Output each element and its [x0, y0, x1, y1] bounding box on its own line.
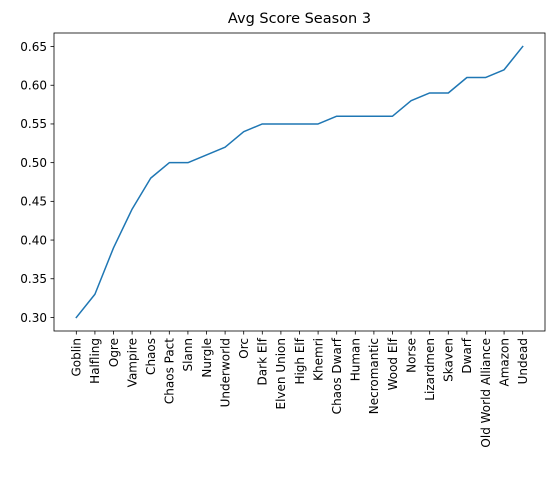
x-tick-label: Elven Union: [274, 338, 288, 410]
x-tick-label: Chaos Pact: [163, 338, 177, 404]
x-tick-label: Underworld: [218, 338, 232, 407]
x-tick-label: Wood Elf: [386, 337, 400, 390]
x-tick-label: Old World Alliance: [479, 338, 493, 448]
x-tick-label: Ogre: [107, 338, 121, 367]
y-tick-label: 0.35: [20, 272, 47, 286]
x-tick-label: Slann: [181, 338, 195, 372]
y-tick-label: 0.60: [20, 79, 47, 93]
chart-title: Avg Score Season 3: [228, 11, 371, 27]
x-tick-label: Amazon: [497, 338, 511, 387]
x-tick-label: Undead: [516, 338, 530, 384]
x-tick-label: Chaos: [144, 338, 158, 375]
x-tick-label: Lizardmen: [423, 338, 437, 401]
x-tick-label: High Elf: [293, 337, 307, 384]
y-axis: 0.30 0.35 0.40 0.45 0.50 0.55 0.60 0.65: [20, 40, 54, 325]
y-tick-label: 0.65: [20, 40, 47, 54]
y-tick-label: 0.55: [20, 117, 47, 131]
y-tick-label: 0.30: [20, 311, 47, 325]
y-tick-label: 0.50: [20, 156, 47, 170]
x-tick-label: Nurgle: [200, 338, 214, 378]
plot-frame: [53, 32, 546, 332]
x-tick-label: Chaos Dwarf: [330, 337, 344, 414]
x-tick-label: Human: [349, 338, 363, 381]
x-axis: Goblin Halfling Ogre Vampire Chaos Chaos Pact…: [70, 331, 530, 448]
x-tick-label: Vampire: [125, 338, 139, 387]
x-tick-label: Khemri: [311, 338, 325, 381]
series-line: [75, 45, 524, 319]
x-tick-label: Halfling: [88, 338, 102, 384]
x-tick-label: Necromantic: [367, 338, 381, 414]
series-layer: [75, 45, 524, 319]
x-tick-label: Skaven: [442, 338, 456, 382]
y-tick-label: 0.45: [20, 195, 47, 209]
x-tick-label: Goblin: [70, 338, 84, 377]
x-tick-label: Dark Elf: [256, 337, 270, 385]
x-tick-label: Dwarf: [460, 337, 474, 373]
x-tick-label: Orc: [237, 338, 251, 359]
x-tick-label: Norse: [404, 338, 418, 373]
y-tick-label: 0.40: [20, 233, 47, 247]
